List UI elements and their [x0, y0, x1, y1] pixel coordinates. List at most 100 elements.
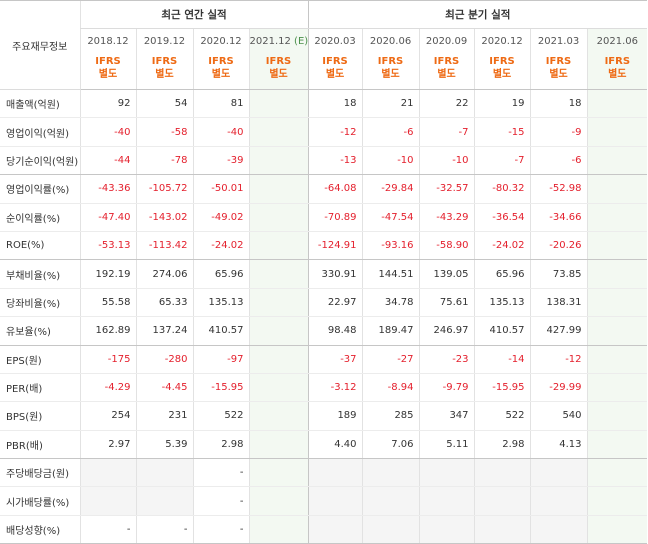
row-label: BPS(원) [0, 401, 80, 431]
value-cell: 540 [529, 401, 588, 431]
period-label: 2020.06 [369, 35, 412, 47]
value-cell: -52.98 [529, 174, 588, 204]
value-cell [586, 288, 648, 318]
value-cell: -9 [529, 117, 588, 147]
table-row: 부채비율(%) 192.19 274.06 65.96 330.91 144.51 139.… [0, 259, 648, 289]
value-cell [248, 89, 309, 119]
ifrs-type-label: 별도 [381, 69, 400, 80]
value-cell [248, 117, 309, 147]
ifrs-label: IFRS [545, 56, 572, 67]
value-cell: 137.24 [135, 316, 193, 346]
value-cell: -43.36 [79, 174, 136, 204]
value-cell [79, 458, 136, 488]
value-cell: -53.13 [79, 231, 136, 261]
ifrs-badge: IFRS 별도 [307, 53, 363, 90]
value-cell: -29.99 [529, 373, 588, 403]
ifrs-type-label: 별도 [325, 69, 345, 80]
ifrs-type-label: 별도 [608, 69, 627, 80]
value-cell: 65.96 [473, 259, 531, 289]
value-cell [418, 486, 475, 516]
value-cell: 2.98 [473, 430, 531, 460]
value-cell: 410.57 [192, 316, 249, 346]
row-label: 영업이익률(%) [0, 174, 80, 204]
ifrs-badge: IFRS 별도 [473, 53, 531, 90]
value-cell: -20.26 [529, 231, 588, 261]
value-cell: -49.02 [192, 203, 249, 232]
table-row: PBR(배) 2.97 5.39 2.98 4.40 7.06 5.11 2.98 4.13 [0, 430, 648, 460]
table-row: BPS(원) 254 231 522 189 285 347 522 540 [0, 401, 648, 431]
value-cell [248, 203, 309, 232]
value-cell [586, 203, 648, 232]
value-cell: - [192, 458, 249, 488]
value-cell: 2.97 [79, 430, 136, 460]
annual-group-header: 최근 연간 실적 [79, 0, 309, 29]
row-label: 당좌비율(%) [0, 288, 80, 318]
value-cell [248, 146, 309, 176]
period-header: 2020.12 [192, 28, 249, 53]
period-header: 2020.12 [473, 28, 531, 53]
table-row: 당좌비율(%) 55.58 65.33 135.13 22.97 34.78 75.61 13… [0, 288, 648, 318]
value-cell [586, 486, 648, 516]
period-label: 2021.06 [596, 35, 638, 47]
value-cell: 19 [473, 89, 531, 119]
value-cell [361, 515, 420, 544]
ifrs-type-label: 별도 [98, 69, 118, 80]
value-cell: 5.39 [135, 430, 193, 460]
value-cell: -105.72 [135, 174, 193, 204]
value-cell: -3.12 [307, 373, 363, 403]
value-cell: 54 [135, 89, 193, 119]
ifrs-badge: IFRS 별도 [79, 53, 136, 90]
value-cell [586, 373, 648, 403]
value-cell [79, 486, 136, 516]
value-cell: 73.85 [529, 259, 588, 289]
ifrs-type-label: 별도 [155, 69, 174, 80]
ifrs-badge: IFRS 별도 [248, 53, 309, 90]
row-label: ROE(%) [0, 231, 80, 261]
row-label: 유보율(%) [0, 316, 80, 346]
value-cell: 330.91 [307, 259, 363, 289]
value-cell: 189 [307, 401, 363, 431]
value-cell [248, 174, 309, 204]
value-cell: -80.32 [473, 174, 531, 204]
value-cell [361, 486, 420, 516]
table-row: 매출액(억원) 92 54 81 18 21 22 19 18 [0, 89, 648, 119]
value-cell: 18 [307, 89, 363, 119]
value-cell: -78 [135, 146, 193, 176]
value-cell: -15.95 [192, 373, 249, 403]
value-cell: 231 [135, 401, 193, 431]
ifrs-type-label: 별도 [269, 69, 288, 80]
table-row: EPS(원) -175 -280 -97 -37 -27 -23 -14 -12 [0, 345, 648, 374]
value-cell [307, 458, 363, 488]
period-label: 2020.03 [314, 35, 356, 47]
value-cell [248, 486, 309, 516]
quarter-group-header: 최근 분기 실적 [307, 0, 648, 29]
ifrs-badge: IFRS 별도 [529, 53, 588, 90]
period-label: 2019.12 [143, 35, 186, 47]
value-cell: -175 [79, 345, 136, 374]
value-cell [307, 515, 363, 544]
value-cell: 410.57 [473, 316, 531, 346]
value-cell: -27 [361, 345, 420, 374]
period-header: 2018.12 [79, 28, 136, 53]
value-cell: 34.78 [361, 288, 420, 318]
value-cell: -70.89 [307, 203, 363, 232]
value-cell: -24.02 [473, 231, 531, 261]
value-cell [586, 345, 648, 374]
ifrs-label: IFRS [322, 56, 348, 67]
value-cell: -8.94 [361, 373, 420, 403]
value-cell: -40 [192, 117, 249, 147]
ifrs-badge: IFRS 별도 [361, 53, 420, 90]
row-label: 당기순이익(억원) [0, 146, 80, 176]
value-cell [586, 401, 648, 431]
value-cell: 4.40 [307, 430, 363, 460]
period-header: 2021.12 (E) [248, 28, 309, 53]
ifrs-label: IFRS [604, 56, 631, 67]
value-cell: 22.97 [307, 288, 363, 318]
value-cell: -47.54 [361, 203, 420, 232]
table-row: 시가배당률(%) - [0, 486, 648, 516]
period-header: 2021.06 [586, 28, 648, 53]
value-cell: -10 [418, 146, 475, 176]
period-header: 2021.03 [529, 28, 588, 53]
value-cell: -124.91 [307, 231, 363, 261]
value-cell: 254 [79, 401, 136, 431]
